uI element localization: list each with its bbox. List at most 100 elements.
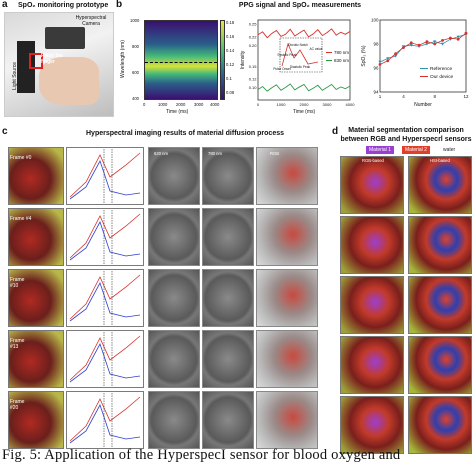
annotation-finger: Place the finger	[41, 53, 63, 65]
heatmap-xtick: 3000	[194, 102, 204, 107]
dish-rgb	[256, 208, 318, 266]
heatmap-ytick: 600	[132, 70, 139, 75]
spo2-ylabel: SpO₂ (%)	[361, 45, 367, 66]
ppg-xtick: 2000	[300, 102, 310, 107]
spo2-point-our-device	[425, 40, 429, 43]
ppg-xtick: 1000	[277, 102, 287, 107]
segmentation-hsi-based	[408, 156, 472, 214]
spo2-point-our-device	[394, 52, 398, 55]
heatmap-colorbar	[220, 20, 225, 100]
spo2-point-reference	[425, 42, 429, 46]
spectral-curve-blue	[69, 281, 141, 322]
segmentation-rgb-based	[340, 336, 404, 394]
colorbar-tick: 0.1	[226, 76, 232, 81]
spo2-line-chart: Reference Our device 100 98 96 941 4 8 12 Number S…	[361, 18, 469, 109]
ppg-annotation: Systolic Peak	[277, 53, 297, 57]
panel-d-title-2: between RGB and Hyperspecrl sensors	[340, 136, 472, 143]
annotation-camera: Hyperspectral Camera	[75, 15, 107, 27]
spo2-point-reference	[440, 42, 445, 46]
spo2-point-our-device	[409, 41, 413, 45]
dish-rgb	[256, 269, 318, 327]
spo2-point-our-device	[433, 42, 437, 46]
frame-label: Frame #4	[10, 216, 32, 222]
legend-material-1: Material 1	[366, 146, 394, 154]
ppg-series-830	[257, 83, 351, 92]
heatmap-xtick: 2000	[176, 102, 186, 107]
ppg-inset-waveform	[281, 42, 319, 67]
ppg-line-chart: Pulse Onset Systolic Peak Dicrotic Notch Di…	[240, 19, 356, 115]
heatmap-dashed-line	[145, 62, 217, 63]
segmentation-rgb-based	[340, 276, 404, 334]
ppg-ytick: 0.25	[249, 22, 258, 27]
panel-c-title: Hyperspectral imaging results of materia…	[86, 130, 284, 137]
spo2-point-our-device	[456, 37, 460, 41]
ppg-series-780	[257, 28, 351, 39]
frame-photo	[8, 269, 64, 327]
frame-photo	[8, 208, 64, 266]
heatmap-ylabel: Wavelength (nm)	[119, 40, 126, 78]
dish-780nm	[202, 330, 254, 388]
col-label-hsi-based: HSI-based	[430, 158, 450, 163]
frame-photo	[8, 147, 64, 205]
spo2-xtick: 12	[463, 94, 469, 99]
spo2-point-our-device	[386, 59, 390, 63]
spectral-curve-red	[69, 152, 141, 198]
panel-c-grid: 620 nm 780 nm 620 nm 780 nm RGB Frame #0…	[8, 145, 332, 457]
panel-a-title: SpO₂ monitoring prototype	[18, 2, 109, 9]
spo2-point-reference	[394, 54, 398, 58]
dish-780nm	[202, 391, 254, 449]
panel-b-title: PPG signal and SpO₂ measurements	[238, 2, 362, 9]
spectral-curve-blue	[69, 220, 141, 261]
panel-b-label: b	[116, 0, 123, 10]
ppg-annotation: Diastolic Peak	[290, 65, 311, 69]
spectral-curve-plot	[66, 269, 144, 327]
panel-a-label: a	[2, 0, 8, 10]
heatmap-ytick: 400	[132, 96, 139, 101]
frame-label: Frame #10	[10, 277, 25, 289]
spo2-point-reference	[409, 44, 413, 47]
colorbar-tick: 0.08	[226, 90, 235, 95]
ppg-annotation: AC value	[310, 47, 323, 51]
dish-rgb	[256, 147, 318, 205]
ppg-xtick: 0	[257, 102, 260, 107]
segmentation-rgb-based	[340, 156, 404, 214]
panel-d-title-1: Material segmentation comparison	[348, 127, 464, 134]
frame-photo	[8, 391, 64, 449]
heatmap-plot	[144, 20, 218, 100]
heatmap-xlabel: Time (ms)	[166, 109, 189, 115]
ppg-xtick: 4000	[346, 102, 356, 107]
spo2-xtick: 8	[433, 94, 436, 99]
heatmap-xtick: 4000	[210, 102, 220, 107]
colorbar-tick: 0.18	[226, 20, 235, 25]
spo2-xtick: 1	[379, 94, 382, 99]
ppg-legend-label: 830 nm	[334, 58, 349, 63]
spectral-curve-blue	[69, 403, 141, 444]
dish-620nm	[148, 208, 200, 266]
spectral-curve-red	[69, 274, 141, 320]
heatmap-xtick: 1000	[158, 102, 168, 107]
spo2-point-our-device	[441, 39, 444, 42]
spo2-series-line	[379, 34, 467, 63]
spo2-ytick: 98	[373, 42, 379, 47]
frame-label: Frame #0	[10, 155, 32, 161]
segmentation-rgb-based	[340, 396, 404, 454]
spo2-point-reference	[378, 60, 382, 64]
colorbar-tick: 0.14	[226, 48, 235, 53]
spectral-curve-plot	[66, 208, 144, 266]
segmentation-hsi-based	[408, 276, 472, 334]
ppg-xlabel: Time (ms)	[293, 109, 316, 115]
panel-d-grid: RGB-based HSI-based	[340, 156, 474, 457]
spectral-curve-plot	[66, 147, 144, 205]
ppg-annotation: Dicrotic Notch	[288, 43, 308, 47]
ppg-ytick: 0.12	[249, 76, 258, 81]
ppg-ytick: 0.22	[249, 34, 258, 39]
dish-620nm	[148, 330, 200, 388]
spectral-curve-red	[69, 396, 141, 442]
dish-620nm	[148, 269, 200, 327]
spo2-point-our-device	[402, 46, 405, 49]
dish-780nm	[202, 208, 254, 266]
frame-photo	[8, 330, 64, 388]
segmentation-hsi-based	[408, 216, 472, 274]
colorbar-tick: 0.12	[226, 62, 235, 67]
camera-body	[45, 27, 85, 49]
